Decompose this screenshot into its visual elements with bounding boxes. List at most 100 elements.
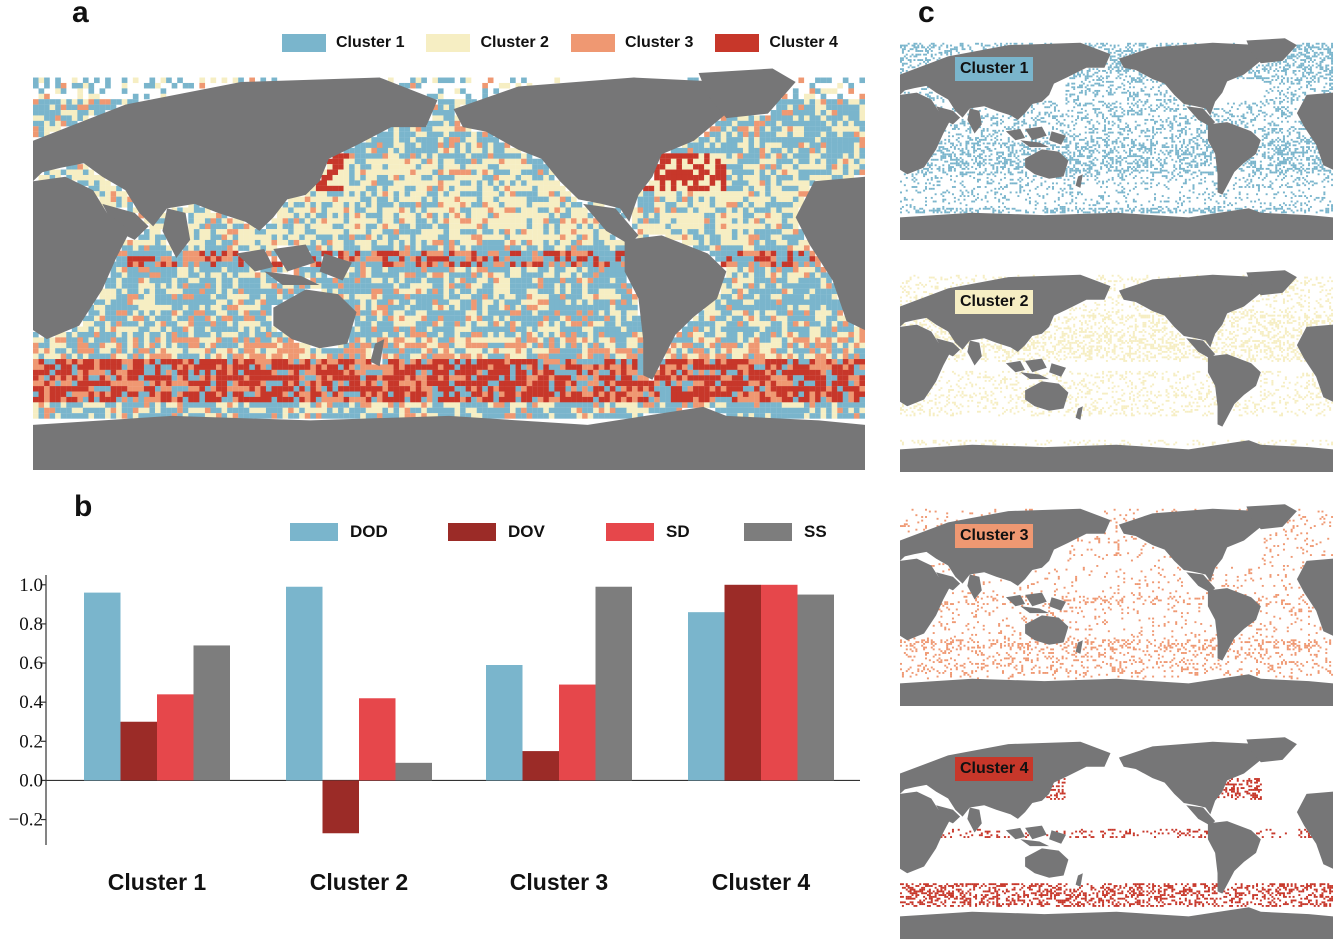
land-masses bbox=[900, 38, 1333, 240]
bar-legend-item-sd: SD bbox=[606, 522, 744, 542]
bar-legend-swatch-dod bbox=[290, 523, 338, 541]
continent bbox=[1075, 640, 1083, 654]
continent bbox=[967, 340, 982, 366]
bar-legend-item-dod: DOD bbox=[290, 522, 448, 542]
bar-legend-swatch-dov bbox=[448, 523, 496, 541]
continent bbox=[102, 203, 149, 240]
continent bbox=[1049, 363, 1066, 377]
continent bbox=[1025, 358, 1047, 373]
map-legend-swatch-cluster-4 bbox=[715, 34, 760, 52]
continent bbox=[698, 68, 796, 119]
continent bbox=[1207, 354, 1261, 427]
map-legend-swatch-cluster-2 bbox=[426, 34, 471, 52]
continent bbox=[162, 208, 191, 258]
bar-legend-label: SD bbox=[666, 522, 690, 541]
continent bbox=[1075, 406, 1083, 420]
panel-label-b: b bbox=[74, 490, 93, 523]
continent bbox=[1005, 360, 1026, 373]
continent bbox=[936, 572, 961, 591]
world-map bbox=[33, 68, 865, 470]
continent bbox=[900, 42, 1111, 120]
cluster-map-1-label: Cluster 1 bbox=[955, 57, 1034, 81]
bar-legend-item-dov: DOV bbox=[448, 522, 606, 542]
continent bbox=[1296, 324, 1333, 402]
bar-legend: DOD DOV SD SS bbox=[290, 522, 827, 542]
continent bbox=[1049, 597, 1066, 611]
continent bbox=[900, 791, 951, 874]
y-tick-label: 0.2 bbox=[19, 731, 43, 752]
continent bbox=[900, 92, 951, 175]
map-legend: Cluster 1 Cluster 2 Cluster 3 Cluster 4 bbox=[282, 34, 838, 52]
continent bbox=[1025, 592, 1047, 607]
bar-dov-cluster-4 bbox=[724, 584, 761, 781]
bar-sd-cluster-3 bbox=[559, 684, 596, 781]
panel-label-a: a bbox=[72, 0, 89, 29]
bar-sd-cluster-4 bbox=[761, 584, 798, 781]
continent bbox=[1020, 606, 1050, 614]
continent bbox=[1296, 92, 1333, 170]
continent bbox=[1025, 825, 1047, 840]
continent bbox=[900, 907, 1333, 939]
continent bbox=[1025, 848, 1069, 878]
world-map bbox=[900, 504, 1333, 706]
continent bbox=[264, 271, 320, 286]
bar-legend-label: DOD bbox=[350, 522, 388, 541]
bar-ss-cluster-3 bbox=[595, 586, 632, 781]
continent bbox=[33, 406, 865, 470]
continent bbox=[1039, 306, 1050, 325]
continent bbox=[1025, 149, 1069, 179]
bar-ss-cluster-4 bbox=[797, 594, 834, 781]
continent bbox=[1207, 588, 1261, 661]
y-tick-label: 0.0 bbox=[19, 770, 43, 791]
continent bbox=[273, 244, 315, 272]
continent bbox=[1246, 270, 1297, 296]
map-legend-label: Cluster 1 bbox=[336, 34, 405, 51]
x-category-label: Cluster 3 bbox=[510, 869, 608, 895]
map-legend-label: Cluster 3 bbox=[624, 34, 694, 51]
continent bbox=[795, 176, 865, 331]
continent bbox=[1049, 131, 1066, 145]
continent bbox=[1020, 140, 1050, 148]
continent bbox=[1246, 38, 1297, 64]
panel-label-c: c bbox=[918, 0, 935, 29]
bar-sd-cluster-1 bbox=[157, 694, 194, 781]
ocean-cluster-cells bbox=[33, 77, 865, 419]
land-masses bbox=[900, 504, 1333, 706]
continent bbox=[583, 203, 639, 245]
bar-dov-cluster-2 bbox=[322, 780, 359, 834]
bar-ss-cluster-2 bbox=[395, 762, 432, 781]
continent bbox=[900, 324, 951, 407]
cluster-map-4-label: Cluster 4 bbox=[955, 757, 1034, 781]
continent bbox=[1020, 839, 1050, 847]
continent bbox=[900, 674, 1333, 706]
continent bbox=[936, 805, 961, 824]
continent bbox=[1186, 572, 1216, 593]
map-legend-label: Cluster 2 bbox=[480, 34, 549, 51]
continent bbox=[1005, 827, 1026, 840]
continent bbox=[900, 558, 951, 641]
x-category-label: Cluster 4 bbox=[712, 869, 811, 895]
y-tick-label: 1.0 bbox=[19, 575, 43, 596]
continent bbox=[967, 108, 982, 134]
continent bbox=[319, 253, 352, 281]
continent bbox=[1075, 873, 1083, 887]
continent bbox=[33, 176, 131, 340]
continent bbox=[1025, 615, 1069, 645]
y-tick-label: −0.2 bbox=[9, 810, 43, 831]
world-map bbox=[900, 38, 1333, 240]
cluster-map-2-label: Cluster 2 bbox=[955, 290, 1034, 314]
continent bbox=[1186, 106, 1216, 127]
continent bbox=[273, 289, 357, 349]
bar-legend-label: SS bbox=[804, 522, 827, 541]
y-tick-label: 0.8 bbox=[19, 614, 43, 635]
continent bbox=[1246, 737, 1297, 763]
continent bbox=[1186, 338, 1216, 359]
continent bbox=[1118, 741, 1261, 815]
continent bbox=[1118, 42, 1261, 116]
map-legend-item-cluster-4: Cluster 4 bbox=[715, 34, 838, 52]
continent bbox=[900, 208, 1333, 240]
bar-chart: 1.0 0.8 0.6 0.4 0.2 0.0 −0.2 Cluster 1 Cluster 2… bbox=[9, 575, 860, 895]
map-legend-item-cluster-1: Cluster 1 bbox=[282, 34, 426, 52]
continent bbox=[1075, 174, 1083, 188]
bar-dov-cluster-1 bbox=[120, 721, 157, 781]
